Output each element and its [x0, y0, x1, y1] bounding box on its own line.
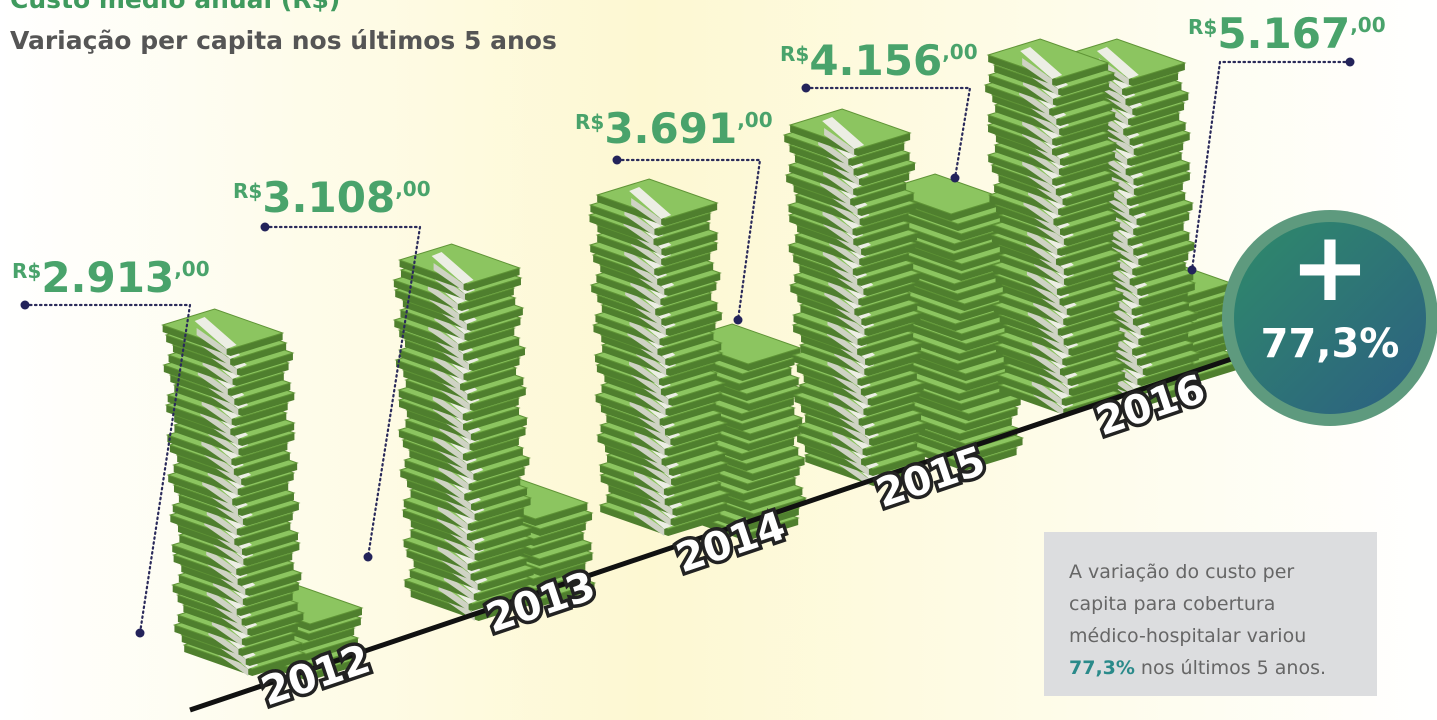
- amount: 2.913: [41, 253, 174, 302]
- leader-dot: [21, 301, 30, 310]
- leader-dot: [951, 174, 960, 183]
- currency: R$: [780, 42, 809, 66]
- money-stack: [163, 309, 305, 676]
- note-line: A variação do custo per: [1069, 561, 1294, 583]
- badge-sign: +: [1290, 211, 1370, 323]
- leader-dot: [1346, 58, 1355, 67]
- note-highlight: 77,3%: [1069, 657, 1135, 679]
- badge: + 77,3%: [1222, 210, 1437, 426]
- leader-dot: [261, 223, 270, 232]
- leader-dot: [136, 629, 145, 638]
- cents: ,00: [1350, 13, 1385, 37]
- amount: 3.108: [262, 173, 395, 222]
- amount: 3.691: [604, 104, 737, 153]
- currency: R$: [1188, 15, 1217, 39]
- leader-dot: [364, 553, 373, 562]
- page: { "header": { "title": "Custo médio anua…: [0, 0, 1437, 720]
- cents: ,00: [174, 257, 209, 281]
- title: Custo médio anual (R$): [10, 0, 340, 14]
- badge-value: 77,3%: [1261, 321, 1400, 367]
- leader-dot: [613, 156, 622, 165]
- money-stack: [985, 39, 1125, 416]
- currency: R$: [233, 179, 262, 203]
- amount: 5.167: [1217, 9, 1350, 58]
- note: A variação do custo per capita para cobe…: [1044, 532, 1377, 696]
- leader-dot: [734, 316, 743, 325]
- money-stack: [784, 109, 925, 486]
- subtitle: Variação per capita nos últimos 5 anos: [10, 26, 557, 55]
- note-line: médico-hospitalar variou: [1069, 625, 1306, 647]
- cents: ,00: [942, 40, 977, 64]
- note-line: 77,3% nos últimos 5 anos.: [1069, 657, 1326, 679]
- money-stack: [394, 244, 534, 621]
- infographic: R$2.913,002012R$3.108,002013R$3.691,0020…: [0, 0, 1437, 720]
- cents: ,00: [395, 177, 430, 201]
- cents: ,00: [737, 108, 772, 132]
- money-stack: [590, 179, 729, 536]
- note-line: capita para cobertura: [1069, 593, 1275, 615]
- currency: R$: [12, 259, 41, 283]
- leader-dot: [1188, 266, 1197, 275]
- note-tail: nos últimos 5 anos.: [1141, 657, 1326, 679]
- currency: R$: [575, 110, 604, 134]
- amount: 4.156: [809, 36, 942, 85]
